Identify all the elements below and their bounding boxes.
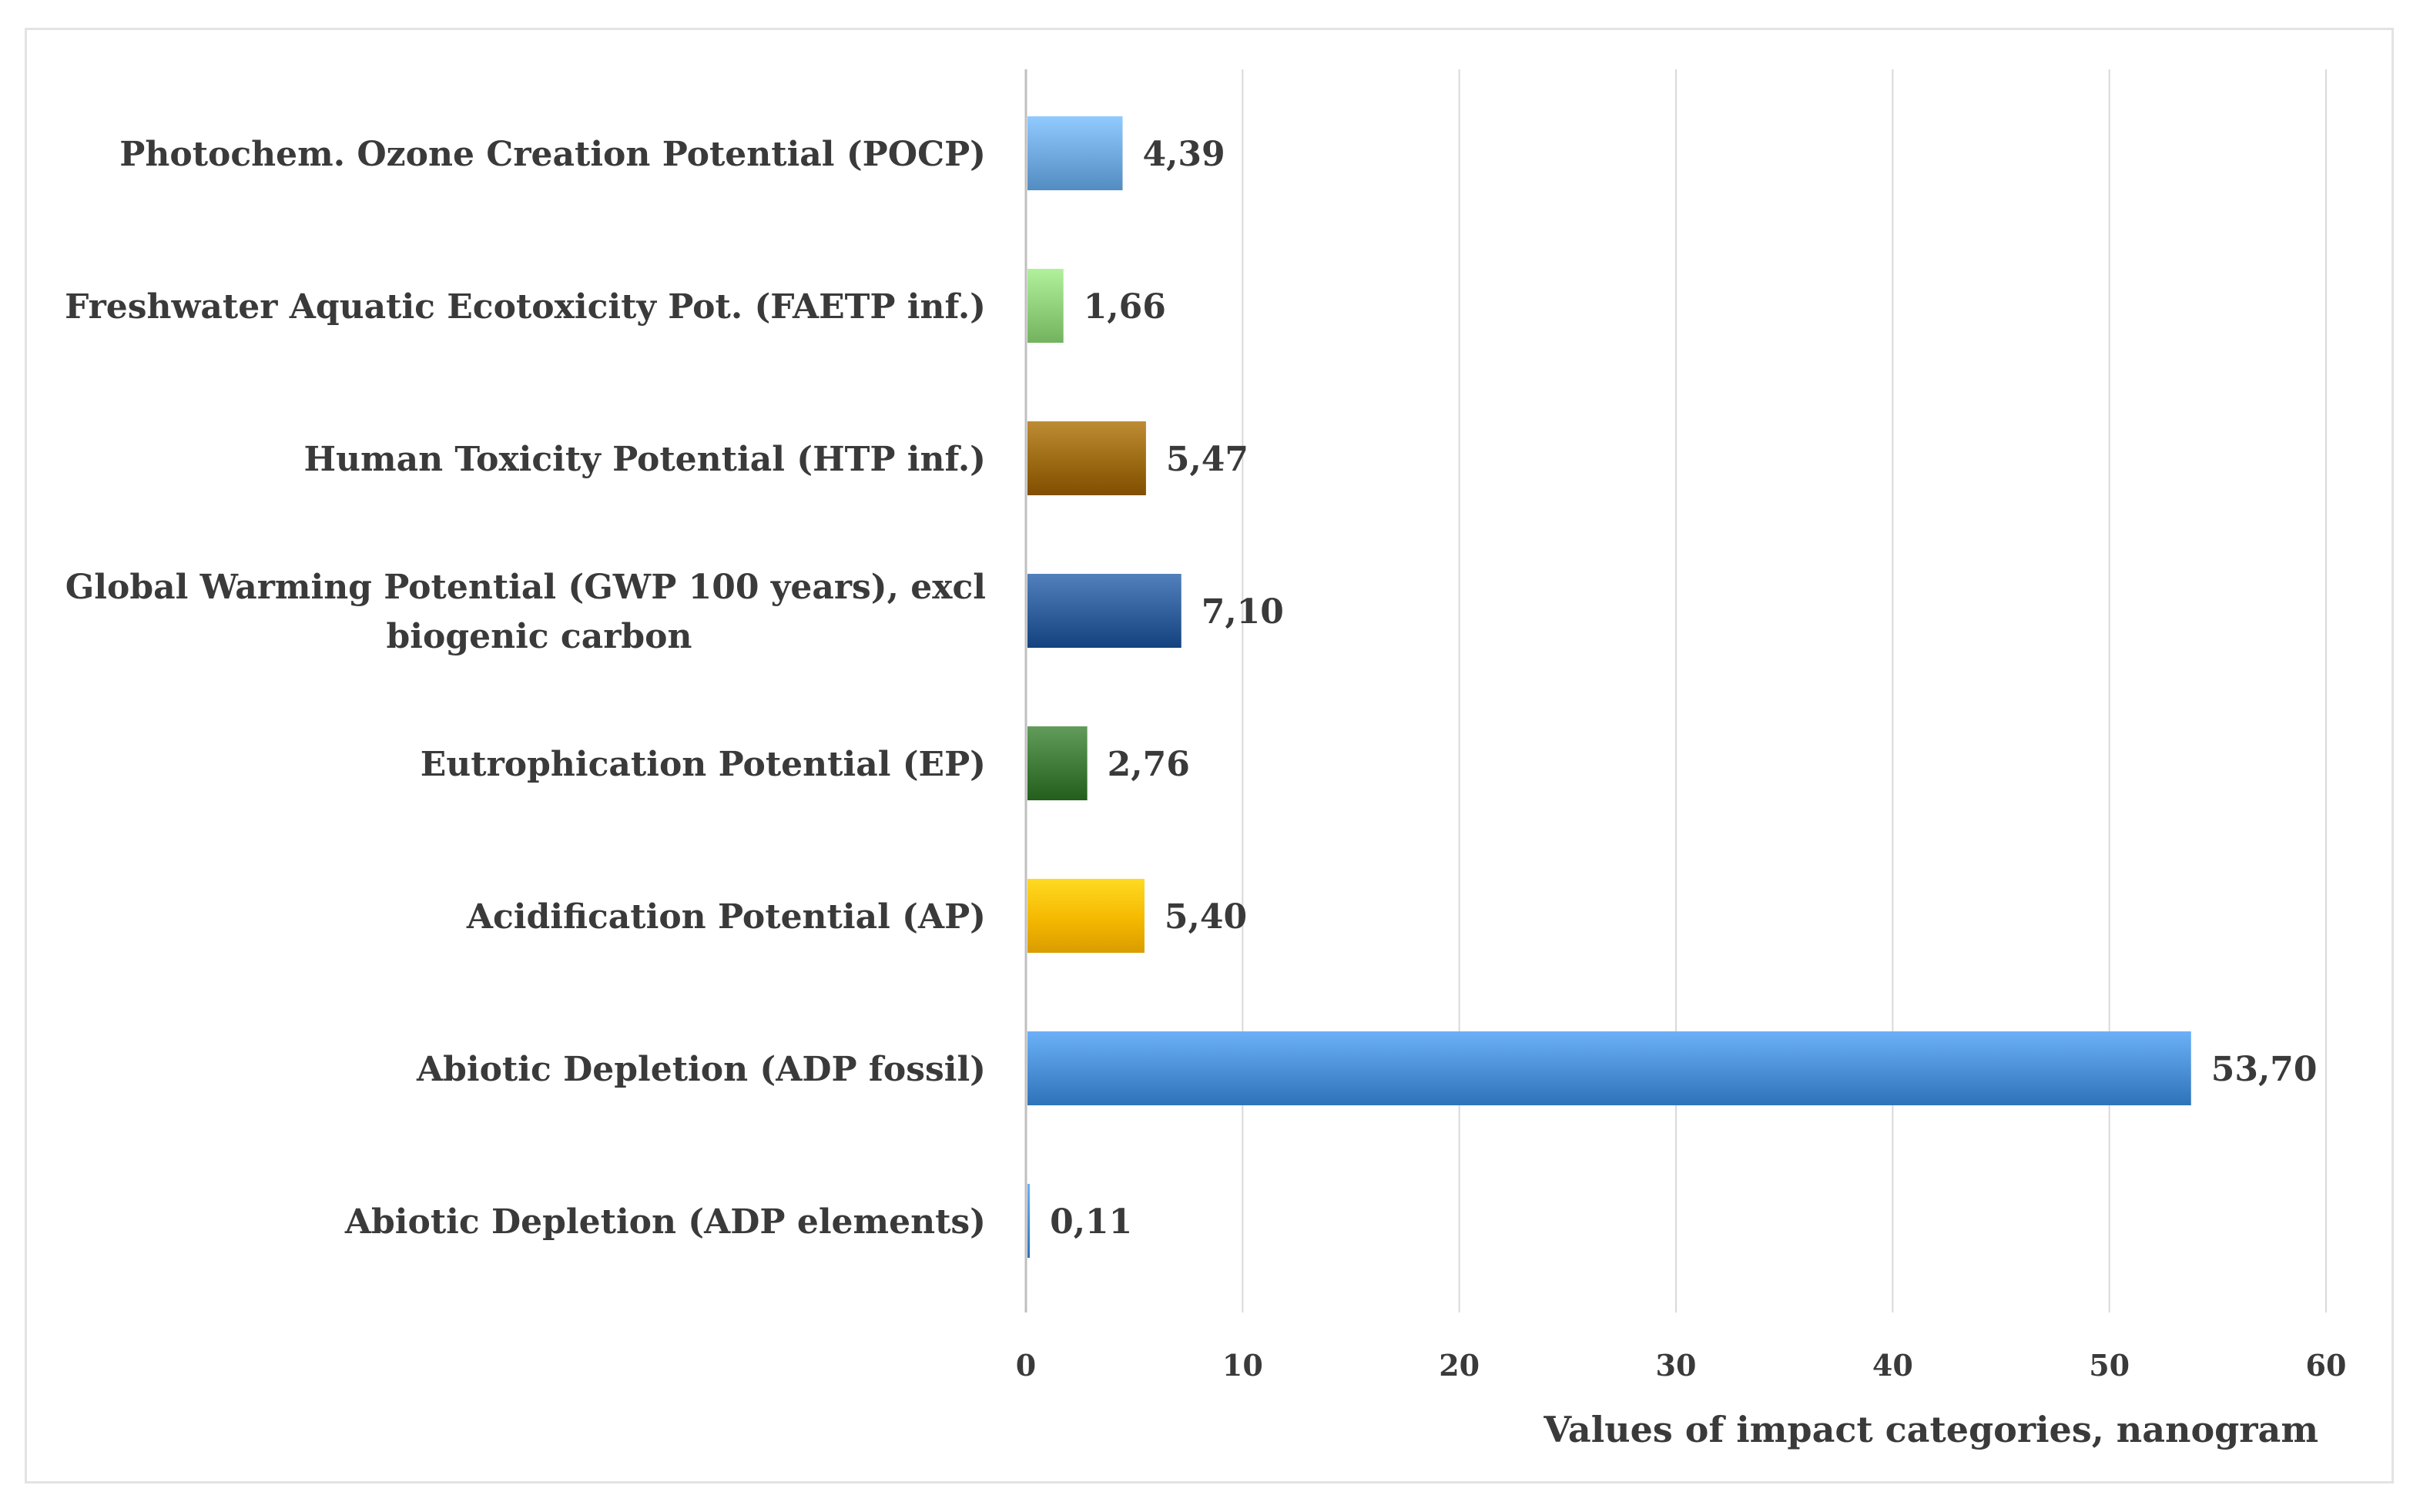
category-label: Eutrophication Potential (EP) bbox=[421, 745, 986, 784]
bar bbox=[1027, 726, 1088, 800]
bar bbox=[1027, 116, 1123, 190]
bar-layer bbox=[1027, 116, 2191, 1258]
bar-value-label: 1,66 bbox=[1084, 287, 1166, 327]
x-tick-label: 60 bbox=[2306, 1348, 2347, 1383]
category-label: Acidification Potential (AP) bbox=[466, 897, 986, 937]
x-tick-label: 40 bbox=[1872, 1348, 1913, 1383]
chart-frame bbox=[25, 28, 2394, 1484]
x-axis-title: Values of impact categories, nanogram bbox=[1543, 1409, 2318, 1450]
bar-value-label: 5,47 bbox=[1166, 440, 1249, 479]
category-label: Global Warming Potential (GWP 100 years)… bbox=[65, 568, 986, 607]
x-tick-label: 10 bbox=[1222, 1348, 1263, 1383]
bar-value-label: 4,39 bbox=[1143, 135, 1225, 174]
x-tick-label: 30 bbox=[1656, 1348, 1697, 1383]
bar bbox=[1027, 421, 1146, 495]
category-label: Abiotic Depletion (ADP fossil) bbox=[416, 1050, 986, 1089]
x-tick-label: 20 bbox=[1439, 1348, 1480, 1383]
category-label: Human Toxicity Potential (HTP inf.) bbox=[303, 440, 986, 479]
grid-layer bbox=[1024, 69, 2327, 1313]
bar-value-label: 7,10 bbox=[1202, 592, 1284, 632]
bar-value-label: 2,76 bbox=[1108, 745, 1190, 784]
bar bbox=[1027, 879, 1145, 953]
category-label: Photochem. Ozone Creation Potential (POC… bbox=[119, 135, 986, 174]
category-label: biogenic carbon bbox=[387, 617, 692, 656]
label-layer: 4,39 Photochem. Ozone Creation Potential … bbox=[65, 135, 2317, 1242]
category-label: Abiotic Depletion (ADP elements) bbox=[344, 1202, 986, 1242]
bar bbox=[1027, 1184, 1031, 1258]
bar bbox=[1027, 1031, 2191, 1105]
tick-layer: 0 10 20 30 40 50 60 bbox=[1016, 1348, 2347, 1383]
x-tick-label: 50 bbox=[2089, 1348, 2130, 1383]
bar-value-label: 0,11 bbox=[1050, 1202, 1132, 1242]
x-tick-label: 0 bbox=[1016, 1348, 1036, 1383]
bar bbox=[1027, 574, 1182, 648]
bar-value-label: 53,70 bbox=[2211, 1050, 2318, 1089]
category-label: Freshwater Aquatic Ecotoxicity Pot. (FAE… bbox=[65, 287, 986, 327]
bar bbox=[1027, 269, 1064, 343]
bar-value-label: 5,40 bbox=[1165, 897, 1247, 937]
